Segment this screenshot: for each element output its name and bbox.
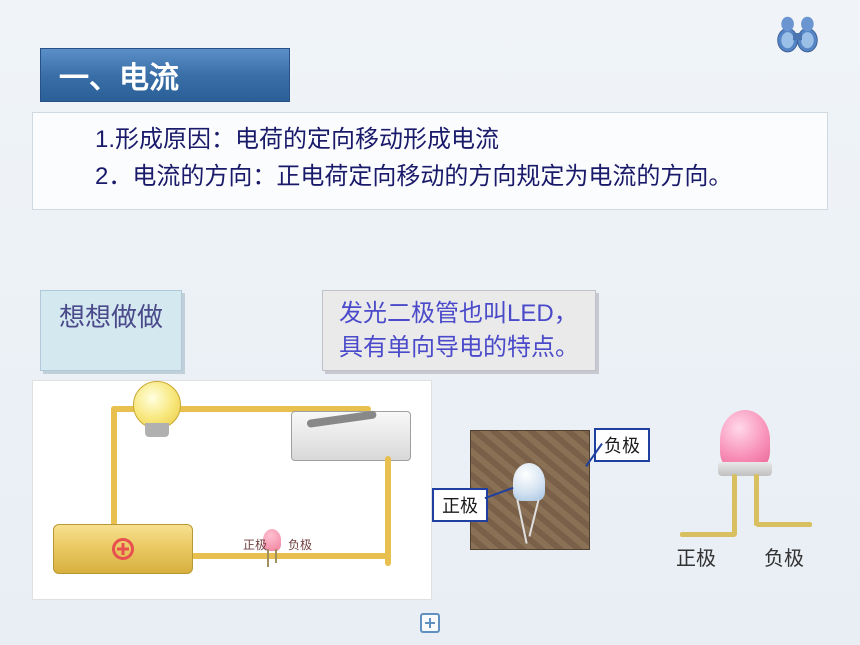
callout-right-line2: 具有单向导电的特点。 — [339, 331, 579, 365]
negative-text: 负极 — [604, 436, 640, 456]
small-led-neg-label: 负极 — [288, 536, 312, 553]
wire — [111, 406, 117, 526]
big-led-rim — [718, 462, 772, 476]
small-led-pos-label: 正极 — [243, 536, 267, 553]
callout-right-line1: 发光二极管也叫LED， — [339, 297, 579, 331]
wire — [680, 532, 736, 537]
wire — [385, 456, 391, 566]
wire — [756, 522, 812, 527]
callout-led-info: 发光二极管也叫LED， 具有单向导电的特点。 — [322, 290, 596, 371]
big-led-leg — [754, 474, 759, 526]
binoculars-icon — [775, 15, 820, 55]
content-definition: 1.形成原因：电荷的定向移动形成电流 2．电流的方向：正电荷定向移动的方向规定为… — [32, 112, 828, 210]
photo-led-bulb — [513, 463, 545, 501]
big-led-leg — [732, 474, 737, 536]
content-line-2: 2．电流的方向：正电荷定向移动的方向规定为电流的方向。 — [47, 158, 813, 195]
section-heading: 一、电流 — [40, 48, 290, 102]
big-led-negative-label: 负极 — [764, 542, 804, 571]
heading-text: 一、电流 — [59, 53, 179, 97]
photo-negative-label: 负极 — [594, 428, 650, 462]
wire — [191, 553, 391, 559]
battery-icon — [53, 524, 193, 574]
callout-left-text: 想想做做 — [59, 302, 163, 332]
big-led-positive-label: 正极 — [676, 542, 716, 571]
switch-icon — [291, 411, 411, 461]
positive-text: 正极 — [442, 496, 478, 516]
expand-button[interactable] — [420, 613, 440, 633]
circuit-diagram: 正极 负极 — [32, 380, 432, 600]
battery-plus-icon — [112, 538, 134, 560]
photo-positive-label: 正极 — [432, 488, 488, 522]
big-led-diagram: 正极 负极 — [670, 400, 820, 590]
bulb-icon — [133, 381, 181, 429]
led-photo — [470, 430, 590, 550]
bulb-base — [145, 423, 169, 437]
callout-think-do: 想想做做 — [40, 290, 182, 371]
callout-row: 想想做做 发光二极管也叫LED， 具有单向导电的特点。 — [40, 290, 820, 371]
content-line-1: 1.形成原因：电荷的定向移动形成电流 — [47, 121, 813, 158]
switch-lever — [306, 410, 376, 428]
big-led-bulb-icon — [720, 410, 770, 470]
